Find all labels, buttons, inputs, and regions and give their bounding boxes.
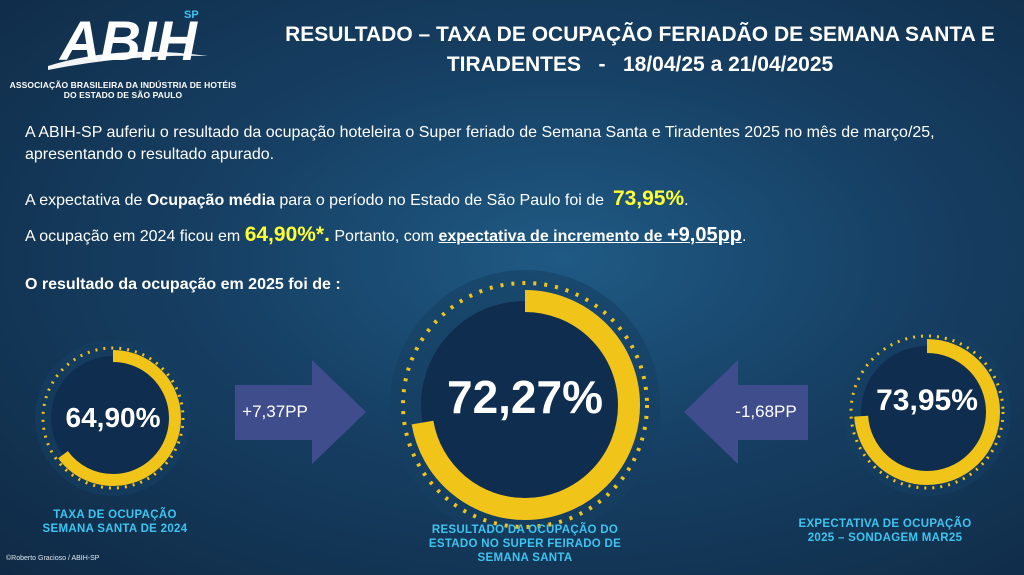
credit-text: ©Roberto Gracioso / ABIH-SP <box>6 555 100 562</box>
gauge-left-value: 64,90% <box>65 402 161 433</box>
gauge-right-dots <box>849 334 1005 490</box>
expectation-prefix: A expectativa de <box>25 192 147 209</box>
previous-prefix: A ocupação em 2024 ficou em <box>25 228 245 245</box>
logo-text: ABIH <box>58 9 198 72</box>
abih-logo: ABIH SP <box>8 4 238 104</box>
logo-superscript: SP <box>184 9 199 21</box>
gauge-right-inner <box>861 346 993 478</box>
gauge-right-caption-line2: 2025 – SONDAGEM MAR25 <box>807 532 963 544</box>
previous-value: 64,90%*. <box>244 223 330 246</box>
result-heading: O resultado da ocupação em 2025 foi de : <box>25 276 341 293</box>
logo-subtitle-line2: DO ESTADO DE SÃO PAULO <box>63 90 183 100</box>
gauge-left-dots <box>41 346 185 490</box>
page-title: RESULTADO – TAXA DE OCUPAÇÃO FERIADÃO DE… <box>260 20 1020 80</box>
gauge-left-ring <box>45 350 181 486</box>
previous-underline-text: expectativa de incremento de <box>438 228 667 245</box>
gauge-left-inner <box>51 356 175 480</box>
arrow-left-label: +7,37PP <box>242 402 308 421</box>
gauge-center-caption-line3: SEMANA SANTA <box>477 552 573 564</box>
arrow-right-label: -1,68PP <box>735 402 797 421</box>
expectation-line: A expectativa de Ocupação média para o p… <box>25 188 1005 212</box>
expectation-bold: Ocupação média <box>146 192 275 209</box>
gauge-center <box>390 270 660 540</box>
gauge-left-caption: TAXA DE OCUPAÇÃO SEMANA SANTA DE 2024 <box>20 508 210 536</box>
gauge-right-caption-line1: EXPECTATIVA DE OCUPAÇÃO <box>798 518 972 530</box>
gauge-center-ring <box>410 290 640 520</box>
gauge-center-caption-line1: RESULTADO DA OCUPAÇÃO DO <box>431 524 619 536</box>
intro-line2: apresentando o resultado apurado. <box>25 146 275 163</box>
previous-suffix: . <box>742 228 747 245</box>
gauge-left-caption-line1: TAXA DE OCUPAÇÃO <box>53 509 177 521</box>
previous-underline: expectativa de incremento de +9,05pp <box>438 224 742 246</box>
gauge-center-caption: RESULTADO DA OCUPAÇÃO DO ESTADO NO SUPER… <box>410 523 640 565</box>
gauge-center-inner <box>421 301 629 509</box>
previous-line: A ocupação em 2024 ficou em 64,90%*. Por… <box>25 224 1005 248</box>
logo-subtitle-line1: ASSOCIAÇÃO BRASILEIRA DA INDÚSTRIA DE HO… <box>9 80 237 90</box>
previous-middle: Portanto, com <box>329 228 439 245</box>
intro-line1: A ABIH-SP auferiu o resultado da ocupaçã… <box>25 124 935 141</box>
gauge-left-caption-line2: SEMANA SANTA DE 2024 <box>42 523 188 535</box>
abih-logo-mark: ABIH SP <box>48 9 208 72</box>
title-line2: TIRADENTES - 18/04/25 a 21/04/2025 <box>446 53 834 76</box>
expectation-middle: para o período no Estado de São Paulo fo… <box>274 192 613 209</box>
gauge-right-value: 73,95% <box>876 384 978 417</box>
expectation-value: 73,95% <box>612 187 685 210</box>
arrow-left-shape <box>684 360 808 464</box>
gauge-right <box>843 328 1011 496</box>
gauge-right-ring <box>854 339 1000 485</box>
intro-paragraph: A ABIH-SP auferiu o resultado da ocupaçã… <box>25 122 1005 166</box>
previous-increment: +9,05pp <box>666 224 743 246</box>
logo-subtitle: ASSOCIAÇÃO BRASILEIRA DA INDÚSTRIA DE HO… <box>8 80 238 100</box>
arrow-right-shape <box>235 360 366 464</box>
gauge-right-caption: EXPECTATIVA DE OCUPAÇÃO 2025 – SONDAGEM … <box>775 517 995 545</box>
gauge-center-caption-line2: ESTADO NO SUPER FEIRADO DE <box>428 538 622 550</box>
title-line1: RESULTADO – TAXA DE OCUPAÇÃO FERIADÃO DE… <box>285 23 995 46</box>
gauge-center-value: 72,27% <box>446 371 603 423</box>
expectation-suffix: . <box>684 192 689 209</box>
gauge-left <box>35 340 191 496</box>
gauge-center-dots <box>401 281 649 529</box>
